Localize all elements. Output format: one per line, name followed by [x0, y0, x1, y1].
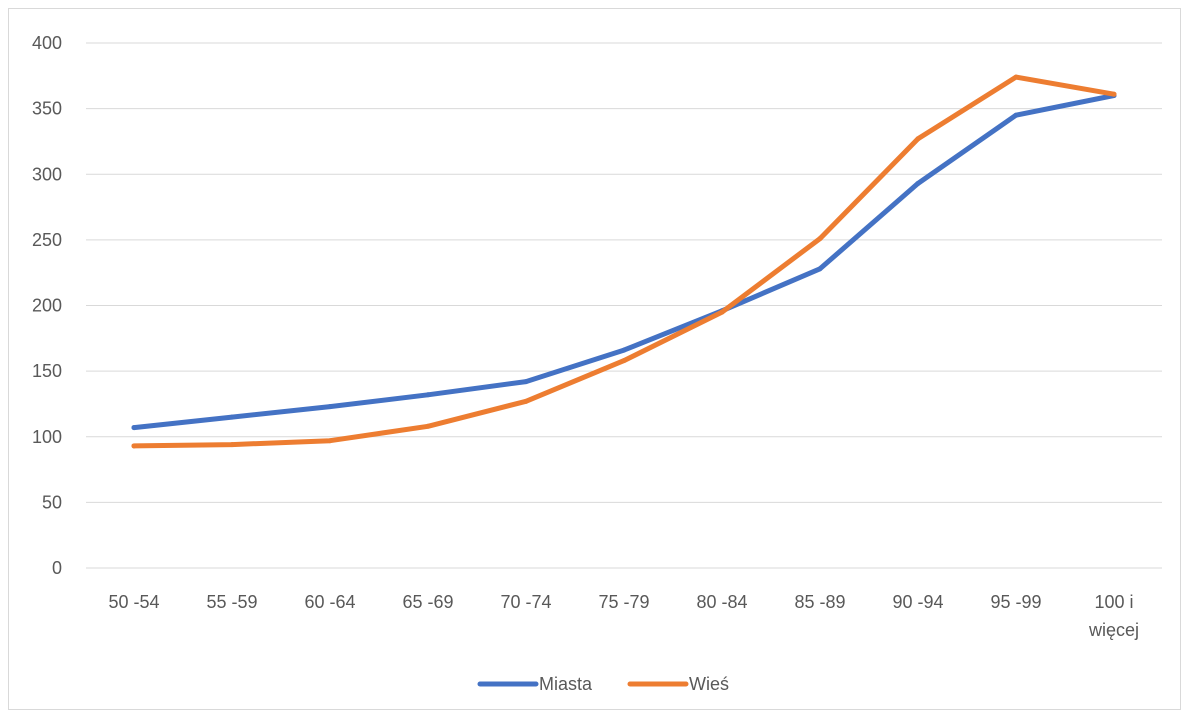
x-tick-label-line: 80 -84 — [696, 592, 747, 612]
x-tick-label: 80 -84 — [696, 592, 747, 612]
legend-label: Miasta — [539, 674, 593, 694]
x-axis: 50 -54 55 -59 60 -64 65 -69 70 -74 75 -79 80 -… — [108, 592, 1139, 640]
legend-label: Wieś — [689, 674, 729, 694]
data-point — [1013, 112, 1019, 118]
x-tick-label: 85 -89 — [794, 592, 845, 612]
data-point — [229, 442, 235, 448]
y-axis: 0 50 100 150 200 250 300 350 400 — [32, 33, 62, 578]
x-tick-label: 60 -64 — [304, 592, 355, 612]
data-point — [425, 423, 431, 429]
y-tick-label: 200 — [32, 296, 62, 316]
y-tick-label: 300 — [32, 164, 62, 184]
gridlines — [86, 42, 1162, 569]
x-tick-label-line: 75 -79 — [598, 592, 649, 612]
data-point — [523, 398, 529, 404]
x-tick-label-line: 90 -94 — [892, 592, 943, 612]
data-point — [817, 236, 823, 242]
series-line-1 — [131, 93, 1117, 431]
x-tick-label-line: 100 i — [1094, 592, 1133, 612]
data-point — [131, 443, 137, 449]
x-tick-label-line: 55 -59 — [206, 592, 257, 612]
x-tick-label: 55 -59 — [206, 592, 257, 612]
y-tick-label: 400 — [32, 33, 62, 53]
data-point — [131, 425, 137, 431]
x-tick-label: 70 -74 — [500, 592, 551, 612]
y-tick-label: 350 — [32, 99, 62, 119]
x-tick-label-line: 85 -89 — [794, 592, 845, 612]
data-point — [425, 392, 431, 398]
series-line-2 — [131, 74, 1117, 449]
y-tick-label: 50 — [42, 492, 62, 512]
data-point — [327, 404, 333, 410]
legend: Miasta Wieś — [477, 674, 729, 694]
x-tick-label: 95 -99 — [990, 592, 1041, 612]
x-tick-label: 75 -79 — [598, 592, 649, 612]
x-tick-label-line: 65 -69 — [402, 592, 453, 612]
x-tick-label-line: więcej — [1088, 620, 1139, 640]
data-point — [915, 136, 921, 142]
x-tick-label-line: 70 -74 — [500, 592, 551, 612]
data-point — [621, 347, 627, 353]
data-point — [229, 414, 235, 420]
x-tick-label: 90 -94 — [892, 592, 943, 612]
data-point — [915, 180, 921, 186]
data-point — [1013, 74, 1019, 80]
data-point — [719, 309, 725, 315]
x-tick-label: 100 i więcej — [1088, 592, 1139, 640]
data-point — [327, 438, 333, 444]
series-lines — [131, 74, 1117, 449]
x-tick-label-line: 60 -64 — [304, 592, 355, 612]
x-tick-label-line: 50 -54 — [108, 592, 159, 612]
data-point — [817, 266, 823, 272]
y-tick-label: 250 — [32, 230, 62, 250]
data-point — [621, 358, 627, 364]
data-point — [523, 379, 529, 385]
y-tick-label: 150 — [32, 361, 62, 381]
x-tick-label: 65 -69 — [402, 592, 453, 612]
x-tick-label-line: 95 -99 — [990, 592, 1041, 612]
x-tick-label: 50 -54 — [108, 592, 159, 612]
y-tick-label: 100 — [32, 427, 62, 447]
y-tick-label: 0 — [52, 558, 62, 578]
data-point — [1111, 91, 1117, 97]
